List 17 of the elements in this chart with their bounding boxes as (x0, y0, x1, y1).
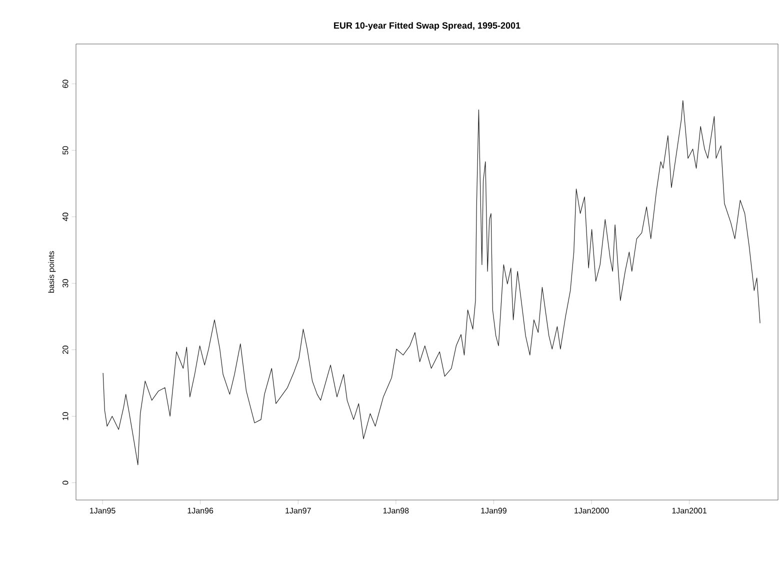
y-tick-label: 30 (62, 279, 68, 288)
x-tick-label: 1Jan96 (188, 508, 214, 514)
chart-title: EUR 10-year Fitted Swap Spread, 1995-2001 (334, 22, 520, 30)
x-tick-label: 1Jan2000 (574, 508, 609, 514)
x-tick-label: 1Jan95 (90, 508, 116, 514)
y-tick-label: 40 (62, 212, 68, 222)
y-tick-label: 20 (62, 346, 68, 354)
x-tick-label: 1Jan97 (286, 508, 311, 514)
x-tick-label: 1Jan99 (481, 508, 506, 514)
x-tick-label: 1Jan2001 (672, 508, 706, 514)
y-tick-label: 10 (62, 412, 68, 420)
y-tick-label: 60 (62, 80, 68, 88)
x-tick-label: 1Jan98 (383, 508, 409, 514)
y-tick-label: 50 (62, 146, 68, 154)
y-tick-label: 0 (62, 480, 68, 485)
y-axis-title: basis points (48, 251, 56, 293)
line-series (102, 100, 760, 466)
